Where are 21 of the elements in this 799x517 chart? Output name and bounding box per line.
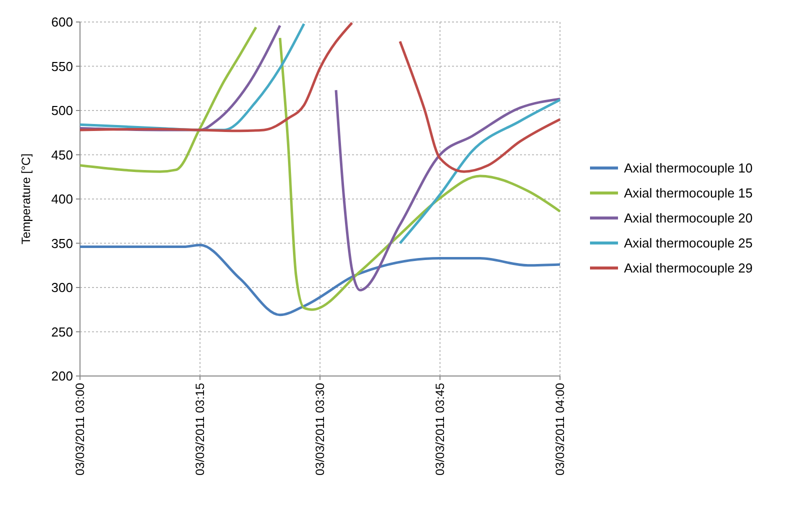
y-tick-label: 350 xyxy=(51,236,73,251)
legend-label: Axial thermocouple 15 xyxy=(624,186,753,201)
x-tick-label: 03/03/2011 03:30 xyxy=(313,382,328,476)
y-tick-label: 450 xyxy=(51,147,73,162)
y-tick-label: 400 xyxy=(51,192,73,207)
y-tick-label: 500 xyxy=(51,103,73,118)
y-tick-label: 300 xyxy=(51,280,73,296)
x-tick-label: 03/03/2011 03:00 xyxy=(73,382,88,476)
x-tick-label: 03/03/2011 04:00 xyxy=(553,382,568,476)
y-axis-title: Temperature [°C] xyxy=(19,154,33,244)
y-tick-label: 200 xyxy=(51,368,73,384)
legend-label: Axial thermocouple 29 xyxy=(624,260,753,276)
x-tick-label: 03/03/2011 03:15 xyxy=(193,382,208,476)
y-tick-label: 250 xyxy=(51,324,73,340)
y-tick-label: 550 xyxy=(51,58,73,74)
y-tick-label: 600 xyxy=(51,14,73,30)
x-tick-label: 03/03/2011 03:45 xyxy=(433,382,448,476)
legend-label: Axial thermocouple 20 xyxy=(624,210,753,226)
legend-label: Axial thermocouple 25 xyxy=(624,236,753,251)
legend-label: Axial thermocouple 10 xyxy=(624,160,753,176)
line-series xyxy=(78,244,562,316)
